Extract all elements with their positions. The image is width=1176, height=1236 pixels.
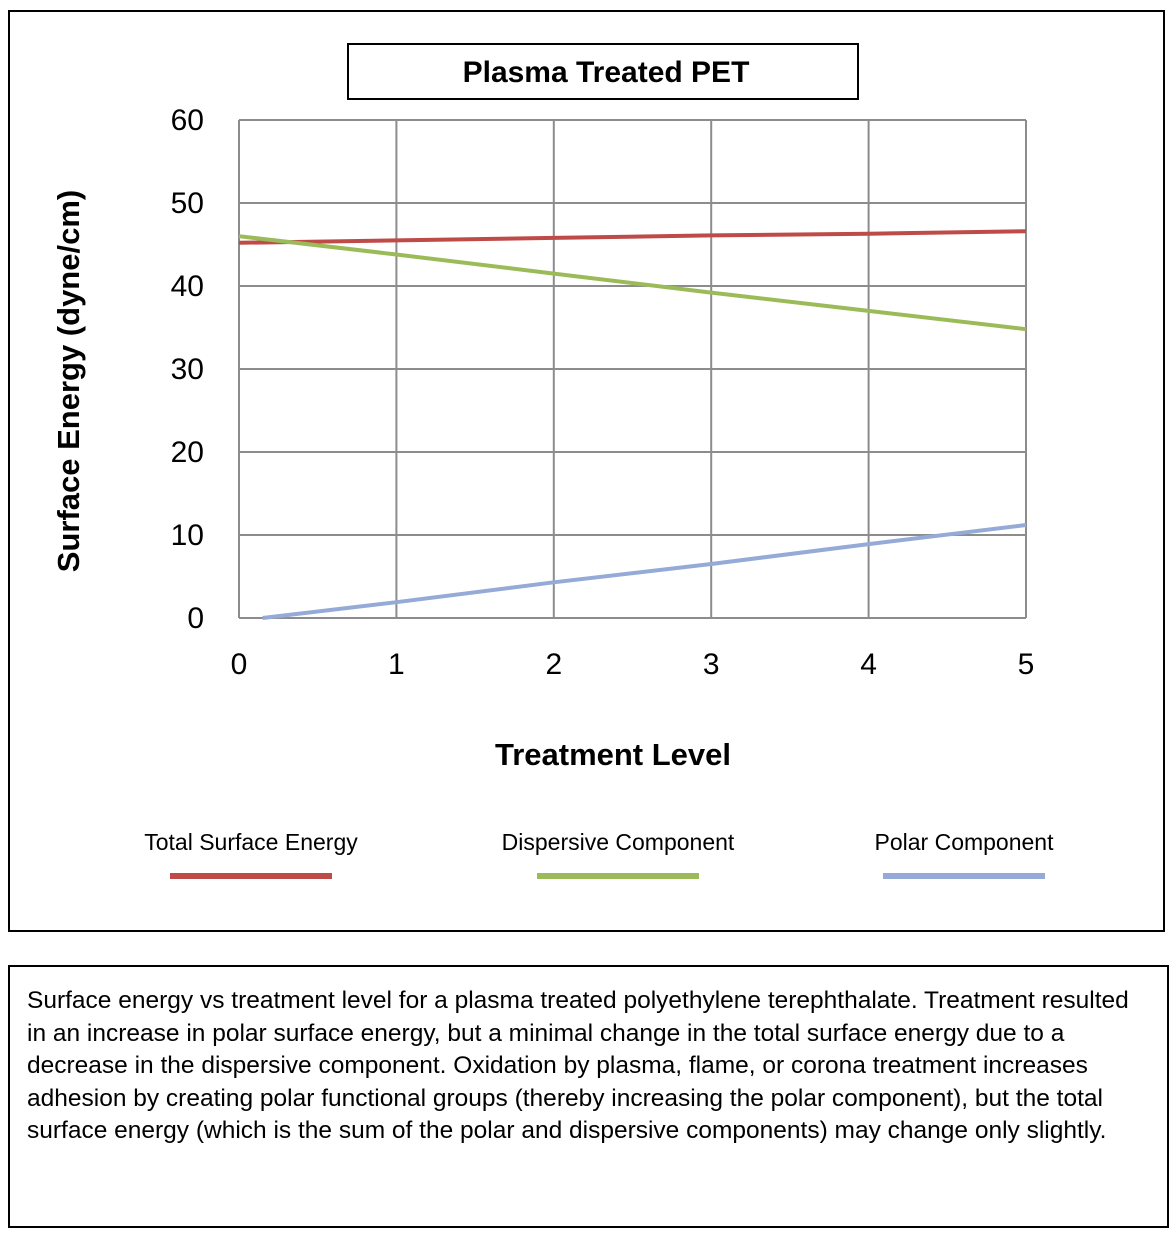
tick-labels: 0 10 20 30 40 50 60 0 1 2 3 4 5 [171, 104, 1035, 681]
x-axis-title: Treatment Level [495, 737, 731, 772]
legend: Total Surface Energy Dispersive Component… [144, 829, 1055, 879]
x-tick-label: 3 [703, 648, 720, 681]
y-tick-label: 60 [171, 104, 204, 137]
legend-label: Dispersive Component [502, 829, 735, 855]
series-line-total-surface-energy [238, 229, 1027, 245]
chart-frame: Plasma Treated PET 0 10 20 30 40 50 60 0 1 2 3 4 5 T… [8, 10, 1165, 932]
caption-text: Surface energy vs treatment level for a … [27, 987, 1129, 1144]
y-tick-label: 40 [171, 270, 204, 303]
grid [238, 119, 1027, 619]
series-line-dispersive-component [238, 234, 1027, 332]
y-tick-label: 30 [171, 353, 204, 386]
chart-plot: Plasma Treated PET 0 10 20 30 40 50 60 0 1 2 3 4 5 T… [51, 43, 1055, 879]
x-tick-label: 0 [231, 648, 248, 681]
series-lines [238, 229, 1027, 620]
y-tick-label: 10 [171, 519, 204, 552]
y-axis-title: Surface Energy (dyne/cm) [51, 190, 86, 572]
series-line-polar-component [262, 523, 1027, 620]
x-tick-label: 2 [545, 648, 562, 681]
caption-box: Surface energy vs treatment level for a … [8, 965, 1169, 1228]
x-tick-label: 5 [1018, 648, 1035, 681]
y-tick-label: 50 [171, 187, 204, 220]
y-tick-label: 0 [187, 602, 204, 635]
chart-title-box [347, 43, 859, 100]
y-tick-label: 20 [171, 436, 204, 469]
chart-title: Plasma Treated PET [463, 56, 750, 89]
x-tick-label: 4 [860, 648, 877, 681]
legend-label: Total Surface Energy [144, 829, 358, 855]
x-tick-label: 1 [388, 648, 405, 681]
legend-label: Polar Component [875, 829, 1055, 855]
